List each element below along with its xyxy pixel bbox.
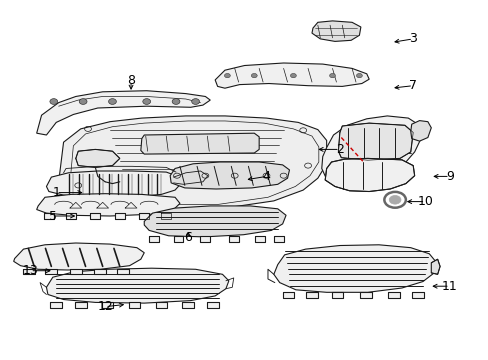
Polygon shape xyxy=(411,292,423,298)
Polygon shape xyxy=(56,116,326,210)
Polygon shape xyxy=(44,213,54,219)
Polygon shape xyxy=(228,236,238,242)
Polygon shape xyxy=(70,269,81,274)
Polygon shape xyxy=(128,302,140,308)
Polygon shape xyxy=(282,292,294,298)
Polygon shape xyxy=(45,269,57,274)
Polygon shape xyxy=(46,171,181,197)
Polygon shape xyxy=(90,213,100,219)
Text: 6: 6 xyxy=(184,231,192,244)
Text: 9: 9 xyxy=(445,170,453,183)
Polygon shape xyxy=(215,63,368,88)
Text: 7: 7 xyxy=(408,79,416,92)
Polygon shape xyxy=(37,194,180,216)
Polygon shape xyxy=(155,302,167,308)
Polygon shape xyxy=(94,269,106,274)
Circle shape xyxy=(50,99,58,104)
Polygon shape xyxy=(359,292,371,298)
Polygon shape xyxy=(50,302,62,308)
Polygon shape xyxy=(76,149,120,167)
Circle shape xyxy=(388,195,400,204)
Polygon shape xyxy=(173,171,207,184)
Polygon shape xyxy=(255,236,264,242)
Circle shape xyxy=(142,99,150,104)
Circle shape xyxy=(172,99,180,104)
Polygon shape xyxy=(161,213,171,219)
Polygon shape xyxy=(149,236,159,242)
Circle shape xyxy=(356,73,362,78)
Polygon shape xyxy=(331,292,343,298)
Polygon shape xyxy=(37,91,210,135)
Text: 3: 3 xyxy=(408,32,416,45)
Polygon shape xyxy=(200,236,210,242)
Circle shape xyxy=(224,73,230,78)
Circle shape xyxy=(191,99,199,104)
Polygon shape xyxy=(117,269,129,274)
Text: 4: 4 xyxy=(262,170,270,183)
Polygon shape xyxy=(325,158,414,192)
Polygon shape xyxy=(430,259,439,274)
Polygon shape xyxy=(23,269,35,274)
Polygon shape xyxy=(305,292,317,298)
Text: 2: 2 xyxy=(335,143,343,156)
Polygon shape xyxy=(46,268,228,303)
Circle shape xyxy=(251,73,257,78)
Polygon shape xyxy=(273,236,283,242)
Circle shape xyxy=(290,73,296,78)
Text: 1: 1 xyxy=(52,186,60,199)
Polygon shape xyxy=(206,302,218,308)
Polygon shape xyxy=(387,292,399,298)
Polygon shape xyxy=(410,121,430,141)
Polygon shape xyxy=(273,245,435,292)
Text: 11: 11 xyxy=(441,280,457,293)
Text: 10: 10 xyxy=(417,195,432,208)
Polygon shape xyxy=(141,133,259,154)
Text: 13: 13 xyxy=(22,264,38,277)
Polygon shape xyxy=(321,116,421,187)
Text: 12: 12 xyxy=(97,300,113,313)
Polygon shape xyxy=(75,302,86,308)
Circle shape xyxy=(329,73,335,78)
Polygon shape xyxy=(102,302,113,308)
Circle shape xyxy=(108,99,116,104)
Polygon shape xyxy=(66,213,76,219)
Polygon shape xyxy=(182,302,194,308)
Polygon shape xyxy=(311,21,360,41)
Polygon shape xyxy=(170,162,289,189)
Polygon shape xyxy=(14,243,144,270)
Polygon shape xyxy=(173,236,183,242)
Text: 5: 5 xyxy=(49,210,57,222)
Polygon shape xyxy=(338,123,412,160)
Polygon shape xyxy=(115,213,124,219)
Polygon shape xyxy=(144,206,285,237)
Polygon shape xyxy=(139,213,149,219)
Text: 8: 8 xyxy=(127,75,135,87)
Circle shape xyxy=(79,99,87,104)
